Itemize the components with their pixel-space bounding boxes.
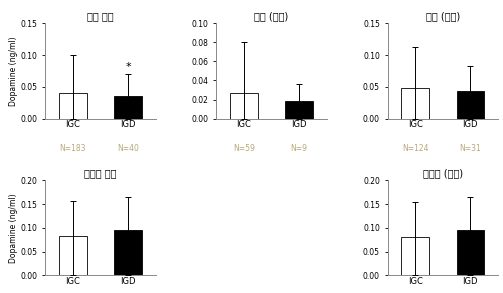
Bar xyxy=(230,93,258,119)
Bar xyxy=(401,88,429,119)
Text: N=31: N=31 xyxy=(460,144,481,153)
Y-axis label: Dopamine (ng/ml): Dopamine (ng/ml) xyxy=(9,193,18,263)
Bar xyxy=(457,91,484,119)
Text: N=124: N=124 xyxy=(402,144,429,153)
Bar xyxy=(285,101,313,119)
Text: N=40: N=40 xyxy=(117,144,139,153)
Bar xyxy=(457,230,484,275)
Bar xyxy=(114,96,142,119)
Title: 청소년 전체: 청소년 전체 xyxy=(84,168,117,178)
Title: 성인 (여성): 성인 (여성) xyxy=(255,11,289,21)
Text: *: * xyxy=(125,62,131,72)
Bar xyxy=(114,230,142,275)
Bar xyxy=(59,236,87,275)
Text: N=59: N=59 xyxy=(233,144,255,153)
Text: N=9: N=9 xyxy=(291,144,308,153)
Title: 성인 (남성): 성인 (남성) xyxy=(426,11,460,21)
Y-axis label: Dopamine (ng/ml): Dopamine (ng/ml) xyxy=(9,36,18,106)
Bar xyxy=(401,237,429,275)
Bar xyxy=(59,93,87,119)
Title: 성인 전체: 성인 전체 xyxy=(87,11,114,21)
Title: 청소년 (남성): 청소년 (남성) xyxy=(423,168,463,178)
Text: N=183: N=183 xyxy=(60,144,86,153)
